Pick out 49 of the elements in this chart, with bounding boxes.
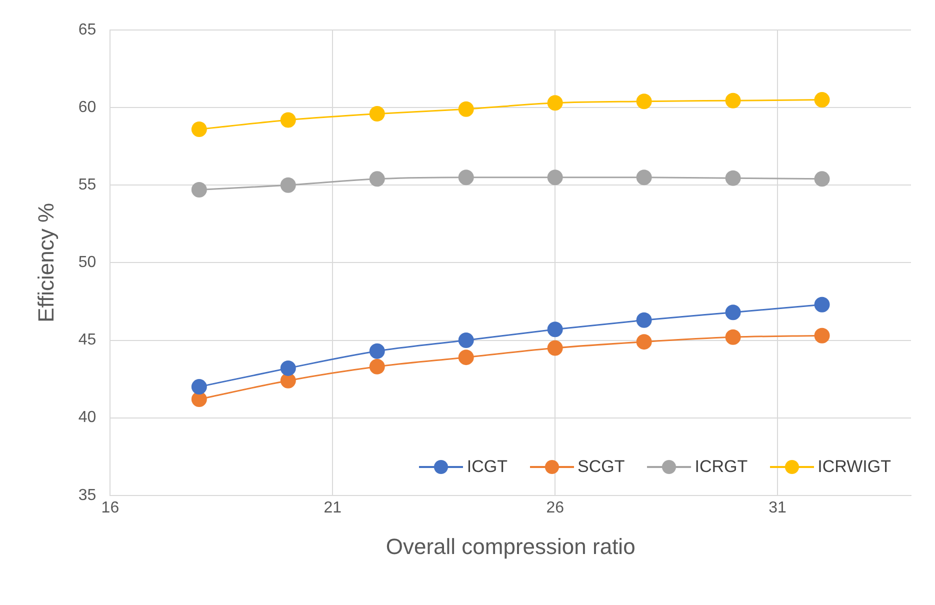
point (458, 101, 474, 117)
point (636, 170, 652, 186)
point (369, 106, 385, 122)
legend-label: ICRGT (694, 457, 748, 478)
point (725, 304, 741, 320)
point (636, 94, 652, 110)
y-tick-label: 40 (78, 409, 96, 426)
point (814, 92, 830, 108)
x-tick-label: 26 (546, 499, 564, 516)
x-tick-label: 21 (324, 499, 342, 516)
point (547, 340, 563, 356)
point (280, 372, 296, 388)
y-axis-title: Efficiency % (33, 202, 58, 322)
legend-label: ICRWIGT (818, 457, 891, 478)
point (547, 95, 563, 111)
x-axis-title: Overall compression ratio (386, 534, 636, 559)
point (636, 334, 652, 350)
point (547, 170, 563, 186)
legend-label: ICGT (466, 457, 508, 478)
y-tick-label: 35 (78, 486, 96, 504)
point (191, 379, 207, 395)
point (458, 332, 474, 348)
point (369, 171, 385, 187)
y-tick-label: 50 (78, 254, 96, 272)
point (369, 358, 385, 374)
point (458, 170, 474, 186)
point (191, 122, 207, 138)
point (725, 92, 741, 108)
point (725, 329, 741, 345)
point (191, 182, 207, 198)
point (280, 360, 296, 376)
y-tick-label: 55 (78, 176, 96, 194)
y-tick-label: 60 (78, 98, 96, 116)
point (280, 112, 296, 128)
point (547, 322, 563, 338)
point (725, 170, 741, 186)
point (814, 171, 830, 187)
legend-label: SCGT (578, 457, 625, 478)
point (369, 343, 385, 359)
point (636, 312, 652, 328)
point (280, 177, 296, 193)
x-tick-label: 31 (768, 499, 787, 516)
y-tick-label: 65 (78, 21, 96, 38)
point (458, 350, 474, 366)
point (191, 391, 207, 407)
x-tick-label: 16 (101, 499, 120, 516)
point (814, 328, 830, 344)
point (814, 296, 830, 312)
y-tick-label: 45 (78, 332, 96, 349)
